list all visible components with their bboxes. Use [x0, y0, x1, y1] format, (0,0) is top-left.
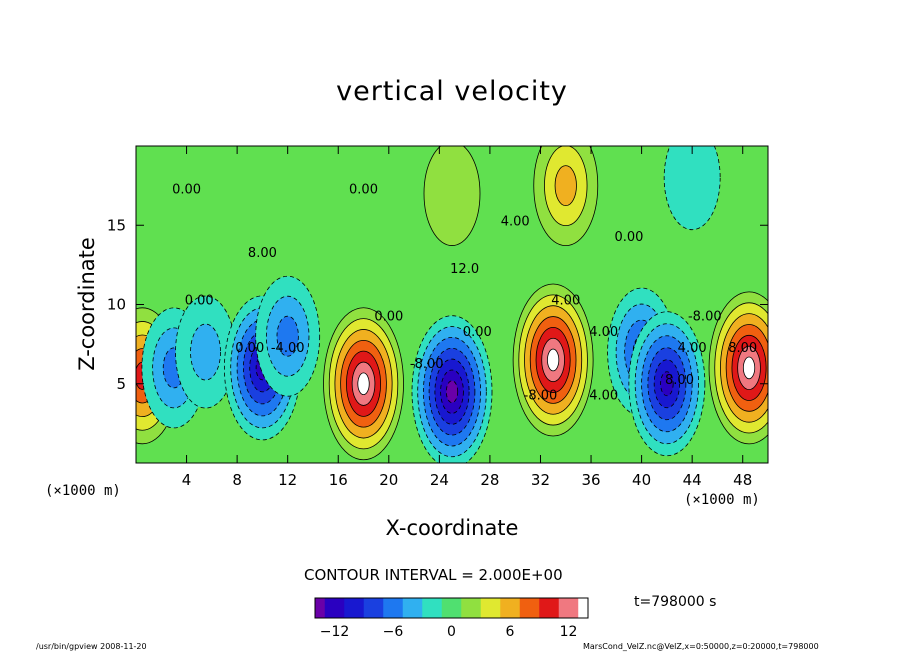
y-tick-label: 10 — [107, 296, 126, 314]
contour-label: 8.00 — [665, 373, 694, 388]
heatmap-cell — [175, 295, 236, 409]
colorbar-band — [510, 598, 521, 618]
colorbar-band — [422, 598, 433, 618]
contour-label: 0.00 — [463, 325, 492, 340]
colorbar-band — [412, 598, 423, 618]
contour-label: 4.00 — [551, 294, 580, 309]
x-axis-unit-left: (×1000 m) — [45, 483, 121, 499]
contour-label: -8.00 — [410, 357, 444, 372]
y-axis-label: Z-coordinate — [75, 237, 99, 371]
colorbar-band — [363, 598, 374, 618]
colorbar-band — [315, 598, 326, 618]
colorbar-tick-label: 0 — [447, 624, 456, 640]
contour-label: 0.00 — [172, 183, 201, 198]
colorbar-tick-label: 12 — [560, 624, 578, 640]
colorbar-band — [529, 598, 540, 618]
footer-right: MarsCond_VelZ.nc@VelZ,x=0:50000,z=0:2000… — [583, 642, 819, 651]
colorbar-band — [383, 598, 394, 618]
colorbar-tick-label: −6 — [383, 624, 404, 640]
x-tick-label: 16 — [329, 471, 348, 489]
colorbar-band — [490, 598, 501, 618]
heatmap-cell — [663, 146, 721, 231]
footer-left: /usr/bin/gpview 2008-11-20 — [36, 642, 147, 651]
plot-frame — [135, 145, 769, 464]
heatmap-cell — [255, 275, 321, 397]
colorbar-band — [549, 598, 560, 618]
colorbar-band — [393, 598, 404, 618]
colorbar-band — [480, 598, 491, 618]
contour-label: 0.00 — [374, 309, 403, 324]
colorbar-tick-label: 6 — [506, 624, 515, 640]
colorbar-band — [441, 598, 452, 618]
heatmap-cell — [411, 315, 493, 463]
contour-label: 12.0 — [450, 262, 479, 277]
colorbar-band — [539, 598, 550, 618]
x-tick-label: 12 — [278, 471, 297, 489]
heatmap-cell — [323, 307, 404, 461]
x-tick-label: 44 — [683, 471, 702, 489]
colorbar-band — [402, 598, 413, 618]
plot-background — [136, 146, 768, 463]
heatmap-cell — [512, 283, 594, 437]
x-tick-label: 48 — [733, 471, 752, 489]
time-label: t=798000 s — [634, 594, 717, 610]
colorbar-band — [568, 598, 579, 618]
colorbar-band — [344, 598, 355, 618]
colorbar-band — [519, 598, 530, 618]
heatmap-cell — [533, 146, 599, 247]
colorbar-frame — [314, 597, 589, 619]
colorbar-band — [373, 598, 384, 618]
colorbar-band — [334, 598, 345, 618]
contour-label: 0.00 — [185, 294, 214, 309]
x-tick-label: 24 — [430, 471, 449, 489]
colorbar-tick-label: −12 — [320, 624, 350, 640]
chart-title: vertical velocity — [336, 76, 568, 107]
x-tick-label: 4 — [182, 471, 192, 489]
contour-label: -4.00 — [271, 341, 305, 356]
colorbar-band — [558, 598, 569, 618]
x-tick-label: 20 — [379, 471, 398, 489]
contour-label: 4.00 — [589, 389, 618, 404]
contour-label: 4.00 — [589, 325, 618, 340]
contour-label: 4.00 — [501, 214, 530, 229]
contour-label: 8.00 — [248, 246, 277, 261]
colorbar-band — [432, 598, 443, 618]
colorbar-band — [354, 598, 365, 618]
contour-label: -8.00 — [524, 389, 558, 404]
x-tick-label: 8 — [232, 471, 242, 489]
contour-label: 0.00 — [349, 183, 378, 198]
heatmap-cell — [607, 287, 676, 417]
contour-label: 8.00 — [728, 341, 757, 356]
contour-label: -8.00 — [688, 309, 722, 324]
contour-interval-label: CONTOUR INTERVAL = 2.000E+00 — [304, 566, 563, 584]
contour-label: 4.00 — [678, 341, 707, 356]
x-axis-label: X-coordinate — [385, 516, 519, 540]
x-tick-label: 36 — [581, 471, 600, 489]
x-tick-label: 40 — [632, 471, 651, 489]
contour-label: 0.00 — [614, 230, 643, 245]
colorbar-band — [451, 598, 462, 618]
contour-label: 0.00 — [235, 341, 264, 356]
heatmap-cell — [141, 307, 207, 429]
heatmap-cell — [423, 146, 481, 246]
y-tick-label: 15 — [107, 216, 126, 234]
colorbar-band — [500, 598, 511, 618]
y-tick-label: 5 — [116, 375, 126, 393]
colorbar-band — [324, 598, 335, 618]
colorbar-band — [578, 598, 589, 618]
heatmap-cell — [223, 295, 301, 441]
heatmap-cell — [136, 307, 179, 445]
x-tick-label: 28 — [480, 471, 499, 489]
heatmap-cell — [628, 311, 706, 457]
colorbar-band — [471, 598, 482, 618]
x-axis-unit-right: (×1000 m) — [684, 492, 760, 508]
colorbar-band — [461, 598, 472, 618]
x-tick-label: 32 — [531, 471, 550, 489]
heatmap-cell — [708, 291, 768, 445]
